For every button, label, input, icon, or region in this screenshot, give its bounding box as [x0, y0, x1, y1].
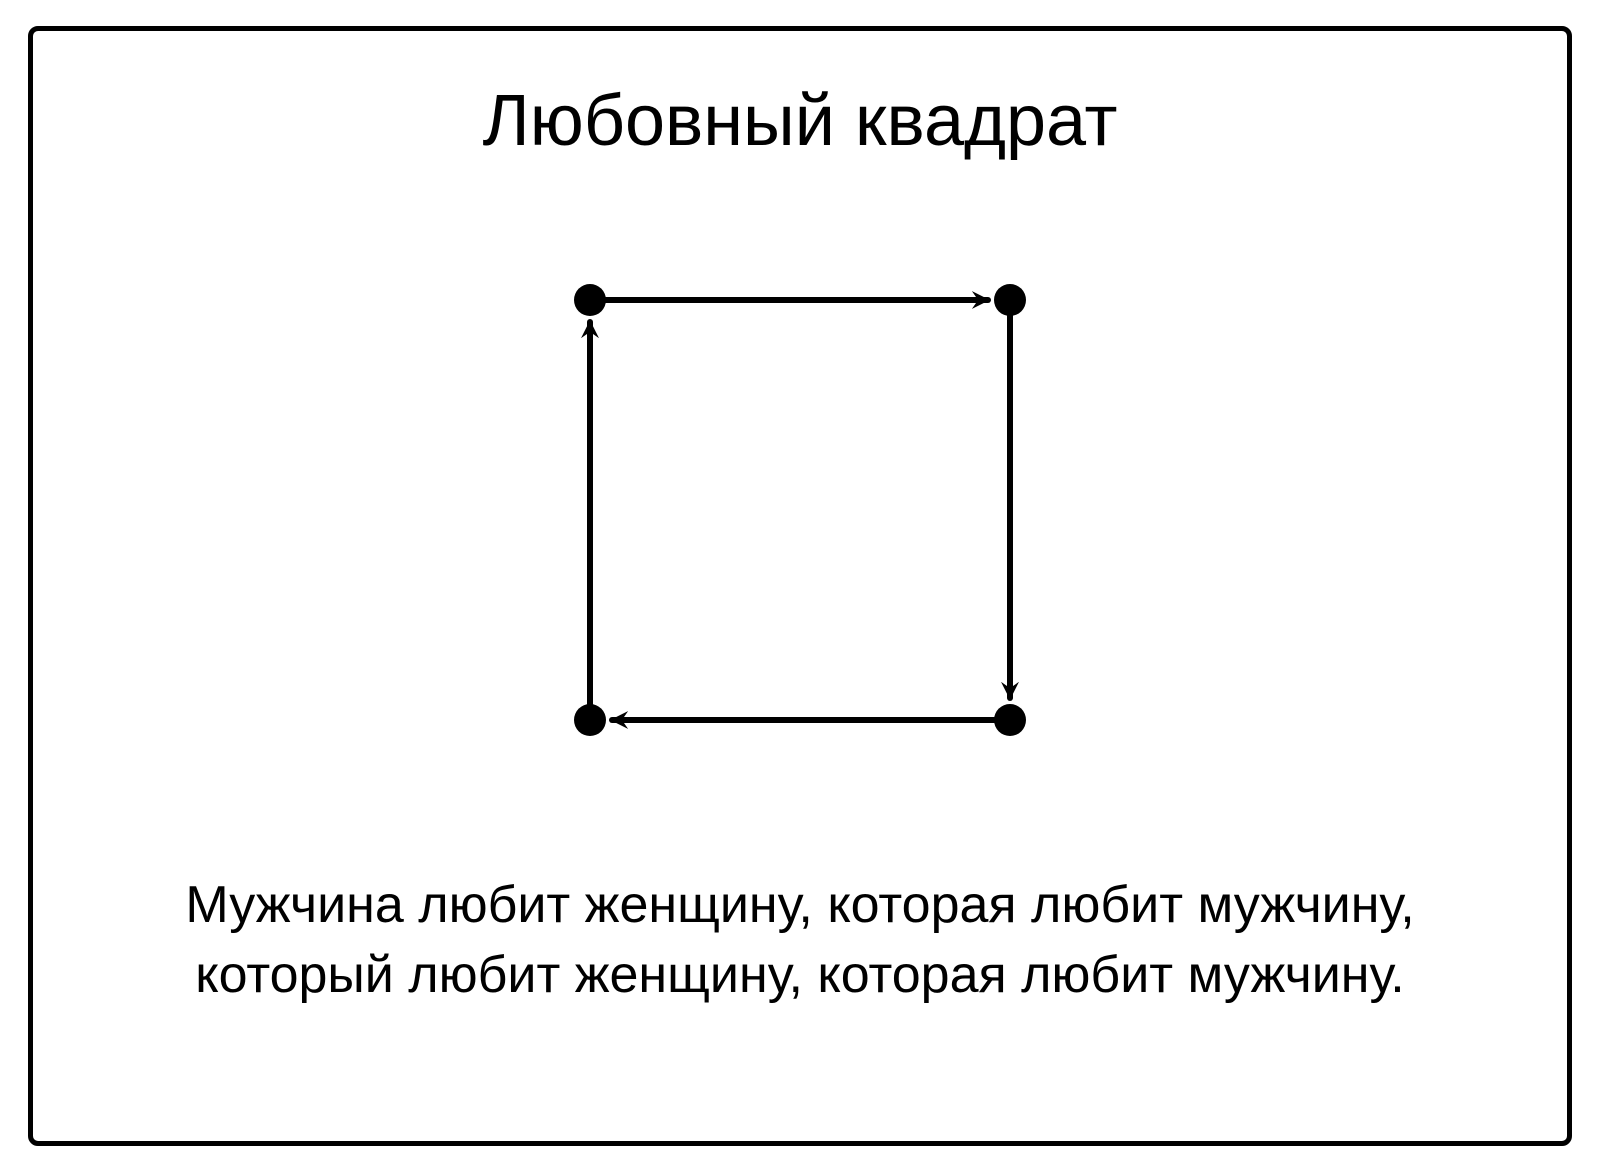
node: [574, 704, 606, 736]
caption: Мужчина любит женщину, которая любит муж…: [0, 870, 1600, 1010]
love-square-diagram: [530, 240, 1070, 780]
node: [574, 284, 606, 316]
node: [994, 284, 1026, 316]
title: Любовный квадрат: [0, 80, 1600, 162]
node: [994, 704, 1026, 736]
